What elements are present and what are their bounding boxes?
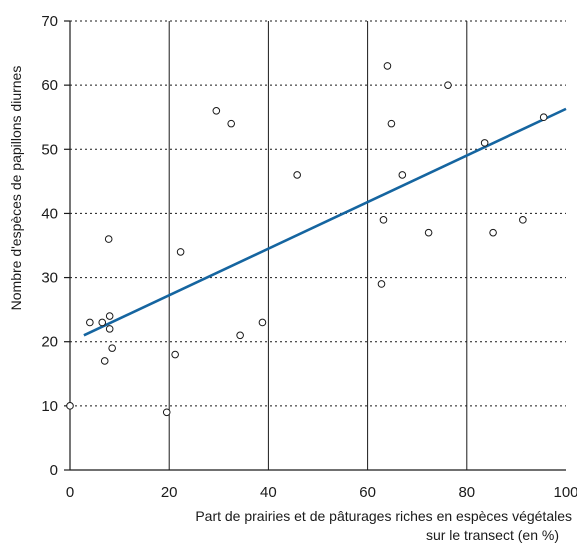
data-point [236,331,244,340]
y-tick-label: 50 [41,141,58,158]
x-tick-label: 100 [553,484,577,501]
data-point [519,216,527,224]
trend-line-group [83,107,567,337]
data-point [424,228,433,237]
data-point [86,318,94,327]
y-axis-title: Nombre d'espèces de papillons diurnes [8,66,24,311]
data-point [162,408,171,417]
y-tick-label: 70 [41,13,58,30]
data-point [104,235,113,243]
data-point [108,344,116,352]
data-point [105,312,114,320]
y-tick-label: 30 [41,270,58,287]
data-point [444,81,452,89]
data-point [398,171,407,179]
data-point [377,280,386,288]
grid [70,20,566,470]
data-point [66,402,74,410]
data-point [171,350,179,359]
y-tick-label: 60 [41,77,58,94]
data-point [383,62,392,70]
y-tick-label: 40 [41,205,58,222]
data-point [98,318,107,327]
data-point [227,119,235,128]
x-axis-title-line1: Part de prairies et de pâturages riches … [195,508,572,524]
x-tick-label: 0 [66,484,74,501]
data-point [293,171,301,179]
data-point [379,216,388,224]
x-tick-labels: 0 20 40 60 80 100 [66,484,577,501]
y-tick-label: 10 [41,398,58,415]
data-point [212,107,221,115]
data-point [480,139,489,147]
x-axis-title-line2: sur le transect (en %) [426,527,559,543]
trend-line [83,107,567,337]
data-point [387,119,396,128]
data-point [539,113,548,122]
x-tick-label: 60 [359,484,376,501]
data-point [489,228,497,237]
data-point [105,325,114,333]
y-tick-label: 20 [41,334,58,351]
x-tick-label: 80 [458,484,475,501]
x-tick-label: 20 [161,484,178,501]
y-tick-label: 0 [50,462,58,479]
axes [64,20,566,471]
data-point [176,248,185,256]
y-tick-labels: 0 10 20 30 40 50 60 70 [41,13,58,479]
x-tick-label: 40 [260,484,277,501]
data-points [66,62,548,417]
data-point [258,318,267,327]
data-point [100,357,109,365]
